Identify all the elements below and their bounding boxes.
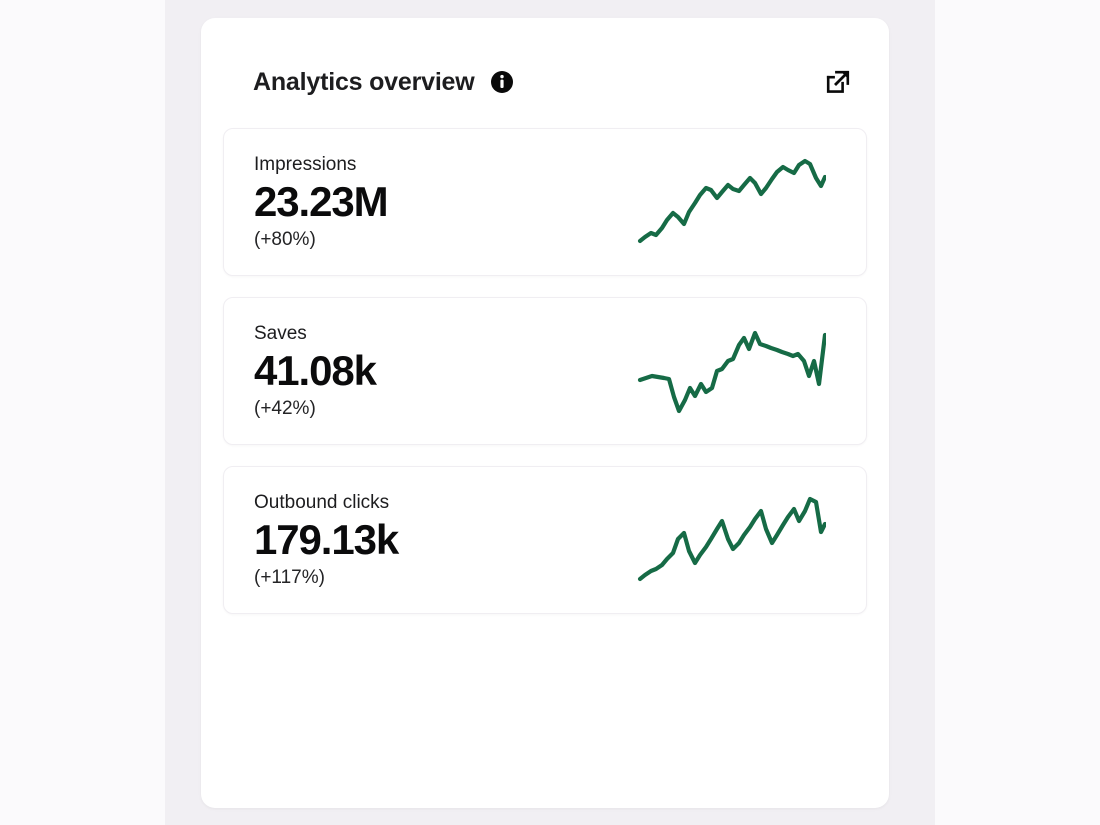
metric-card[interactable]: Outbound clicks 179.13k (+117%) bbox=[223, 466, 867, 614]
metric-delta: (+42%) bbox=[254, 397, 316, 419]
sparkline-path-saves bbox=[637, 330, 826, 414]
open-in-new-icon[interactable] bbox=[823, 67, 853, 97]
info-circle-icon[interactable] bbox=[489, 69, 515, 95]
metric-value: 41.08k bbox=[254, 347, 377, 395]
panel-header: Analytics overview bbox=[201, 18, 889, 102]
metric-value: 23.23M bbox=[254, 178, 389, 226]
metric-card[interactable]: Saves 41.08k (+42%) bbox=[223, 297, 867, 445]
metric-card[interactable]: Impressions 23.23M (+80%) bbox=[223, 128, 867, 276]
metric-text-block: Outbound clicks 179.13k (+117%) bbox=[254, 491, 636, 590]
page-title: Analytics overview bbox=[253, 67, 475, 96]
sparkline-chart bbox=[636, 156, 826, 248]
metric-delta: (+117%) bbox=[254, 566, 325, 588]
sparkline-chart bbox=[636, 494, 826, 586]
metric-label: Saves bbox=[254, 322, 307, 344]
sparkline-chart bbox=[636, 325, 826, 417]
metric-text-block: Impressions 23.23M (+80%) bbox=[254, 153, 636, 252]
sparkline-path-outbound-clicks bbox=[637, 496, 826, 582]
metric-text-block: Saves 41.08k (+42%) bbox=[254, 322, 636, 421]
metric-delta: (+80%) bbox=[254, 228, 316, 250]
metric-label: Impressions bbox=[254, 153, 357, 175]
metric-label: Outbound clicks bbox=[254, 491, 390, 513]
analytics-overview-panel: Analytics overview Impressions bbox=[201, 18, 889, 808]
metrics-list: Impressions 23.23M (+80%) Saves 41.08k (… bbox=[201, 102, 889, 614]
metric-value: 179.13k bbox=[254, 516, 399, 564]
sparkline-path-impressions bbox=[637, 158, 826, 244]
